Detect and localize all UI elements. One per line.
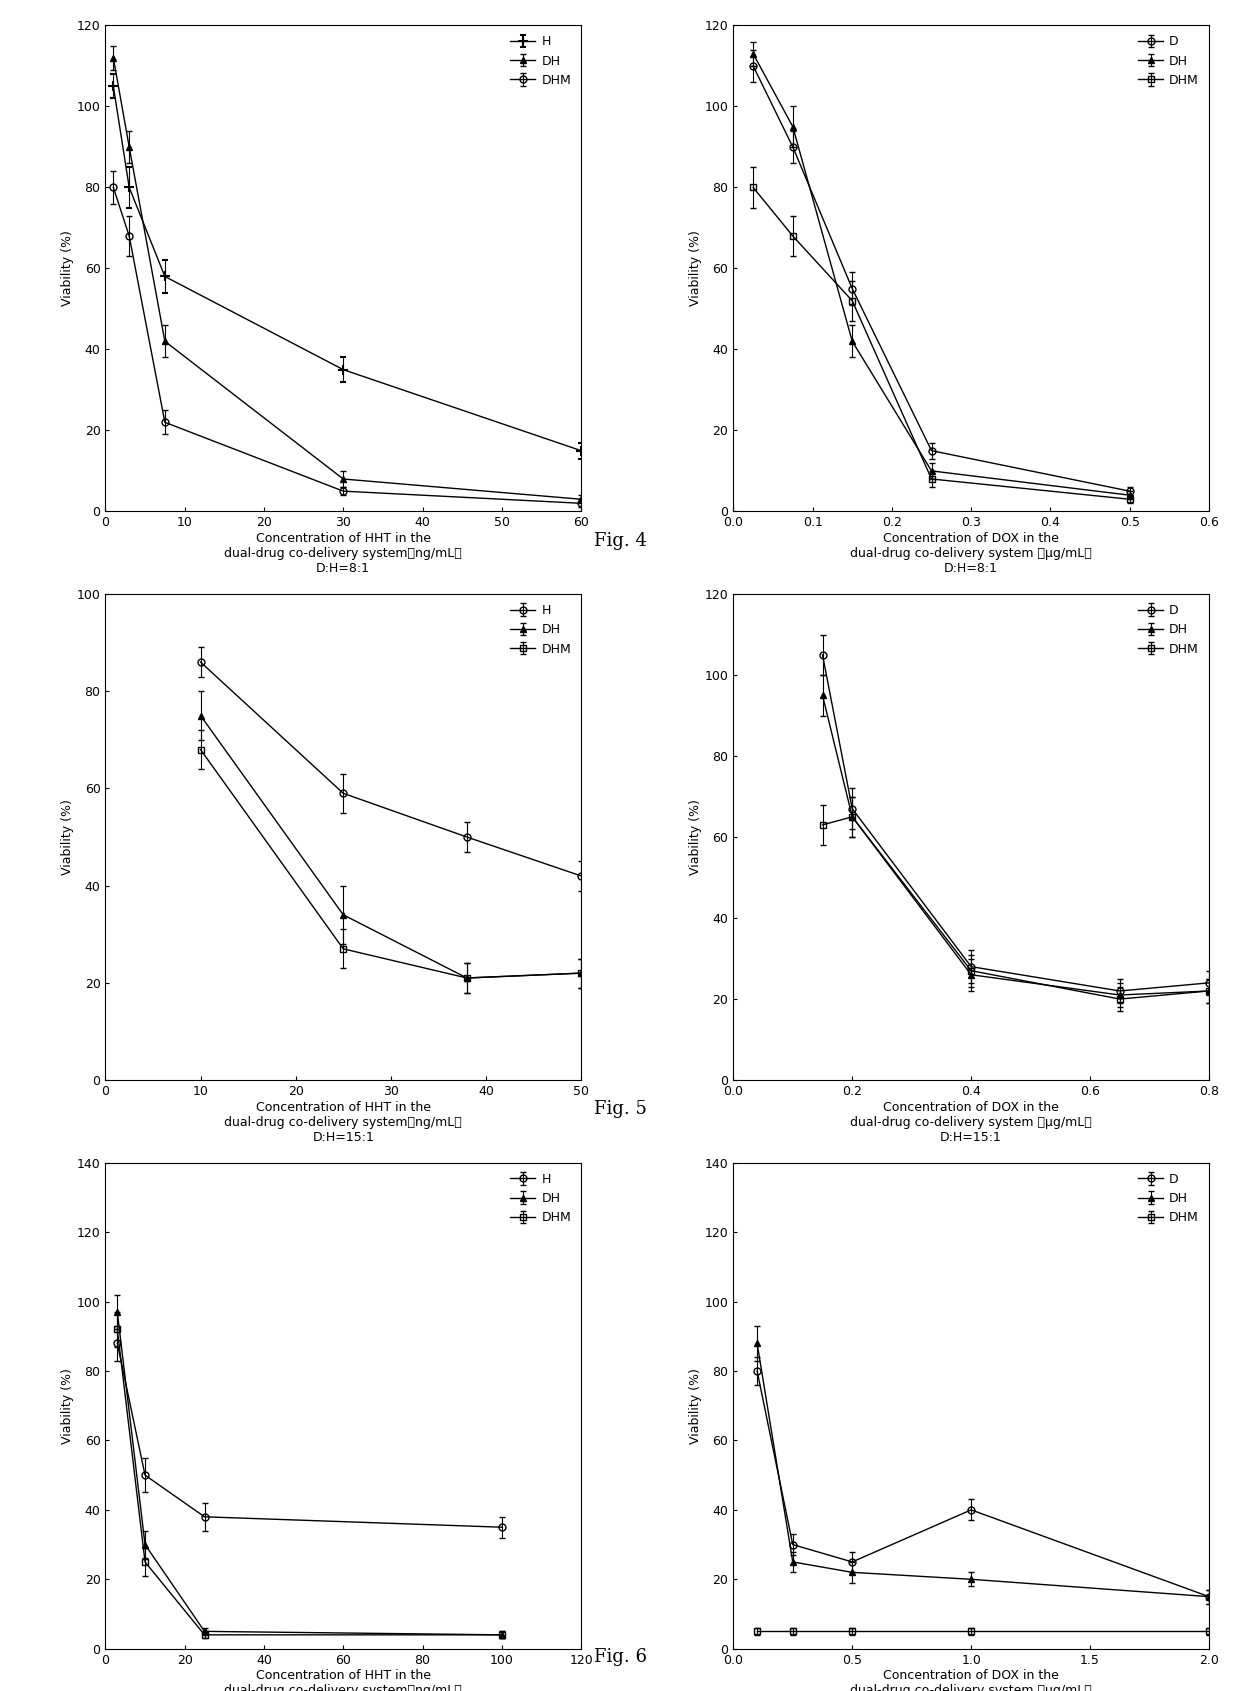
Y-axis label: Viability (%): Viability (%) [688, 1368, 702, 1444]
Legend: H, DH, DHM: H, DH, DHM [506, 1168, 575, 1228]
Legend: D, DH, DHM: D, DH, DHM [1135, 32, 1203, 91]
X-axis label: Concentration of DOX in the
dual-drug co-delivery system （μg/mL）
D:H=8:1: Concentration of DOX in the dual-drug co… [851, 533, 1092, 575]
X-axis label: Concentration of HHT in the
dual-drug co-delivery system（ng/mL）
D:H=6:1: Concentration of HHT in the dual-drug co… [224, 1669, 463, 1691]
Y-axis label: Viability (%): Viability (%) [61, 800, 74, 874]
Legend: D, DH, DHM: D, DH, DHM [1135, 1168, 1203, 1228]
Y-axis label: Viability (%): Viability (%) [61, 1368, 74, 1444]
Text: Fig. 4: Fig. 4 [594, 531, 646, 550]
Text: Fig. 6: Fig. 6 [594, 1649, 646, 1666]
X-axis label: Concentration of DOX in the
dual-drug co-delivery system （μg/mL）
D:H=15:1: Concentration of DOX in the dual-drug co… [851, 1101, 1092, 1143]
Y-axis label: Viability (%): Viability (%) [61, 230, 74, 306]
Legend: H, DH, DHM: H, DH, DHM [506, 32, 575, 91]
X-axis label: Concentration of HHT in the
dual-drug co-delivery system（ng/mL）
D:H=8:1: Concentration of HHT in the dual-drug co… [224, 533, 463, 575]
Text: Fig. 5: Fig. 5 [594, 1101, 646, 1118]
X-axis label: Concentration of HHT in the
dual-drug co-delivery system（ng/mL）
D:H=15:1: Concentration of HHT in the dual-drug co… [224, 1101, 463, 1143]
Legend: D, DH, DHM: D, DH, DHM [1135, 600, 1203, 659]
Legend: H, DH, DHM: H, DH, DHM [506, 600, 575, 659]
X-axis label: Concentration of DOX in the
dual-drug co-delivery system （μg/mL）
D:H=6:1: Concentration of DOX in the dual-drug co… [851, 1669, 1092, 1691]
Y-axis label: Viability (%): Viability (%) [688, 800, 702, 874]
Y-axis label: Viability (%): Viability (%) [688, 230, 702, 306]
